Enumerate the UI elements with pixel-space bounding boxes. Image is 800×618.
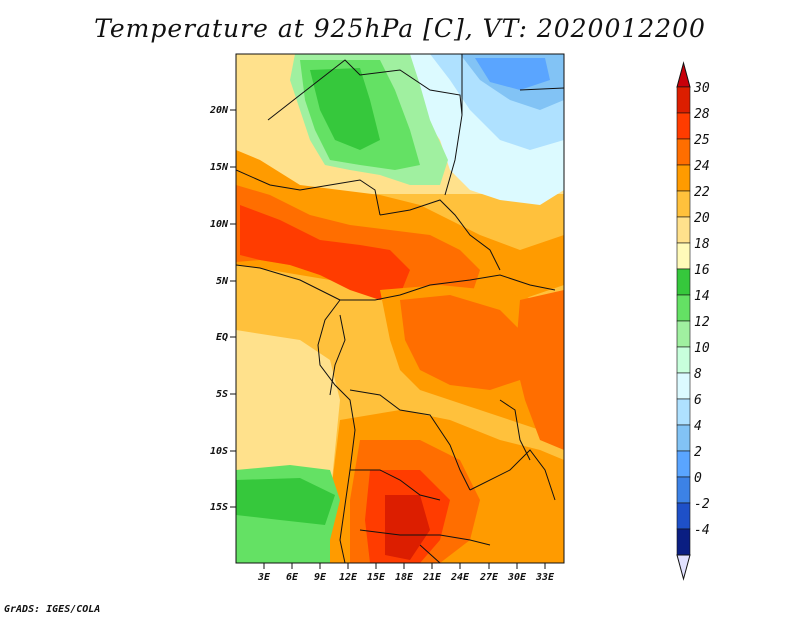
y-tick-label: EQ (216, 332, 228, 343)
colorbar-swatch (676, 372, 691, 400)
y-tick-label: 20N (209, 105, 229, 116)
field-green-sw3 (236, 530, 330, 563)
y-tick-label: 10S (210, 446, 228, 457)
x-tick-label: 15E (367, 572, 386, 583)
colorbar-swatch (676, 502, 691, 530)
colorbar-swatch (676, 268, 691, 296)
colorbar-swatch (676, 242, 691, 270)
country-borders (236, 54, 564, 563)
x-tick-label: 3E (257, 572, 271, 583)
x-tick-label: 21E (422, 572, 442, 583)
x-tick-label: 30E (507, 572, 527, 583)
colorbar-bottom-arrow (676, 554, 691, 581)
colorbar-label: 2 (694, 445, 702, 460)
colorbar-label: 0 (694, 471, 702, 486)
chart-title: Temperature at 925hPa [C], VT: 202001220… (94, 14, 706, 43)
field-green-n3 (310, 68, 380, 150)
colorbar-swatch (676, 86, 691, 114)
y-tick-label: 5N (216, 276, 229, 287)
x-tick-label: 27E (479, 572, 499, 583)
colorbar-swatch (676, 346, 691, 374)
map-frame (235, 53, 565, 564)
x-tick-label: 6E (286, 572, 299, 583)
colorbar-label: 22 (694, 185, 710, 200)
x-tick-label: 18E (395, 572, 414, 583)
colorbar-label: 20 (694, 211, 710, 226)
field-green-sw2 (236, 478, 335, 525)
colorbar-swatch (676, 112, 691, 140)
y-tick-label: 15N (210, 162, 229, 173)
colorbar-label: 4 (694, 419, 702, 434)
colorbar-label: 14 (694, 289, 710, 304)
x-tick-label: 9E (314, 572, 327, 583)
x-tick-label: 33E (535, 572, 555, 583)
colorbar-label: 10 (694, 341, 710, 356)
y-tick-label: 10N (210, 219, 229, 230)
colorbar-swatch (676, 164, 691, 192)
colorbar-label: 18 (694, 237, 710, 252)
footer-credit: GrADS: IGES/COLA (4, 604, 101, 615)
colorbar-label: 12 (694, 315, 710, 330)
colorbar-label: 24 (694, 159, 710, 174)
colorbar-swatch (676, 424, 691, 452)
colorbar-swatch (676, 398, 691, 426)
field-darkorange-congo (400, 295, 530, 390)
colorbar-swatch (676, 320, 691, 348)
colorbar-top-arrow (676, 61, 691, 88)
field-east (515, 290, 564, 450)
colorbar-swatch (676, 476, 691, 504)
colorbar-label: 30 (693, 81, 710, 96)
field-hottest-south (385, 495, 430, 560)
x-tick-label: 12E (339, 572, 358, 583)
colorbar-swatch (676, 190, 691, 218)
x-axis: 3E 6E 9E 12E 15E 18E 21E 24E 27E 30E 33E (257, 563, 555, 583)
colorbar-swatch (676, 528, 691, 556)
y-tick-label: 15S (210, 502, 228, 513)
colorbar-label: 8 (694, 367, 702, 382)
x-tick-label: 24E (450, 572, 470, 583)
colorbar-swatch (676, 216, 691, 244)
colorbar-swatch (676, 450, 691, 478)
colorbar-label: 16 (694, 263, 710, 278)
colorbar-label: -2 (694, 497, 710, 512)
colorbar-swatch (676, 294, 691, 322)
y-axis: 20N 15N 10N 5N EQ 5S 10S 15S (209, 105, 236, 513)
colorbar-label: -4 (694, 523, 710, 538)
colorbar-label: 28 (694, 107, 710, 122)
y-tick-label: 5S (216, 389, 228, 400)
colorbar-swatch (676, 138, 691, 166)
colorbar-label: 6 (694, 393, 702, 408)
temperature-field (236, 54, 564, 563)
colorbar-label: 25 (694, 133, 710, 148)
field-coldest-ne (475, 58, 550, 90)
field-red-sahel (240, 205, 410, 300)
